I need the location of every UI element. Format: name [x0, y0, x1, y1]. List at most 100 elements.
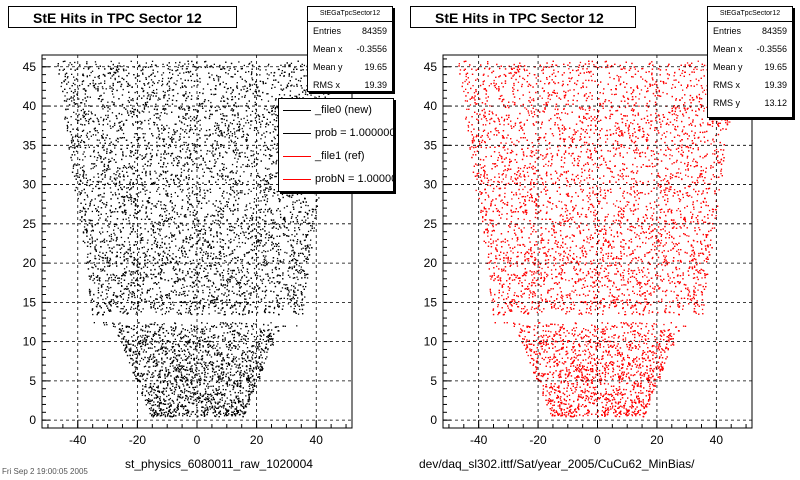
hit-point [243, 234, 245, 236]
hit-point [262, 219, 264, 221]
hit-point [182, 301, 184, 304]
hit-point [141, 182, 143, 184]
hit-point [226, 385, 229, 387]
hit-point [244, 313, 246, 315]
hit-point [176, 409, 178, 411]
hit-point [163, 157, 165, 159]
hit-point [140, 123, 142, 125]
hit-point [116, 130, 118, 132]
hit-point [222, 385, 224, 387]
hit-point [297, 259, 299, 262]
hit-point [142, 237, 144, 239]
hit-point [132, 303, 135, 306]
hit-point [267, 65, 269, 67]
hit-point [219, 210, 221, 212]
hit-point [234, 383, 237, 385]
hit-point [193, 147, 196, 149]
hit-point [148, 201, 151, 204]
hit-point [300, 65, 302, 67]
hit-point [143, 95, 145, 97]
hit-point [225, 105, 227, 107]
hit-point [268, 188, 270, 190]
hit-point [251, 77, 253, 79]
hit-point [144, 330, 146, 332]
hit-point [198, 396, 200, 398]
hit-point [259, 328, 261, 330]
hit-point [171, 399, 173, 402]
hit-point [176, 334, 179, 337]
hit-point [301, 298, 304, 300]
hit-point [138, 350, 141, 353]
hit-point [71, 159, 73, 161]
hit-point [173, 378, 176, 380]
hit-point [102, 133, 104, 135]
hit-point [206, 153, 208, 155]
hit-point [255, 360, 257, 362]
hit-point [84, 213, 86, 215]
hit-point [199, 237, 201, 239]
hit-point [159, 415, 161, 417]
hit-point [72, 146, 74, 149]
hit-point [155, 243, 158, 245]
hit-point [298, 272, 300, 274]
hit-point [185, 379, 187, 382]
hit-point [155, 394, 157, 396]
hit-point [165, 108, 167, 110]
hit-point [244, 209, 246, 211]
hit-point [161, 304, 163, 306]
hit-point [126, 187, 128, 189]
hit-point [141, 392, 143, 394]
hit-point [66, 127, 69, 130]
hit-point [205, 376, 208, 378]
hit-point [204, 276, 206, 278]
hit-point [192, 211, 194, 214]
hit-point [222, 213, 224, 216]
hit-point [143, 108, 146, 110]
hit-point [161, 366, 163, 368]
hit-point [203, 220, 205, 222]
hit-point [230, 225, 233, 227]
hit-point [212, 133, 214, 135]
hit-point [291, 284, 293, 287]
hit-point [261, 282, 264, 285]
hit-point [147, 200, 149, 202]
hit-point [228, 327, 230, 329]
hit-point [170, 218, 172, 221]
hit-point [90, 168, 92, 170]
hit-point [254, 165, 256, 167]
hit-point [256, 275, 259, 277]
hit-point [129, 244, 131, 246]
hit-point [201, 298, 204, 300]
hit-point [112, 302, 115, 304]
hit-point [317, 91, 319, 94]
hit-point [162, 208, 165, 210]
hit-point [93, 322, 95, 324]
hit-point [74, 147, 76, 149]
hit-point [276, 151, 278, 154]
hit-point [169, 145, 172, 148]
hit-point [128, 270, 130, 272]
hit-point [197, 291, 199, 293]
hit-point [144, 186, 146, 188]
hit-point [159, 410, 161, 412]
hit-point [241, 271, 243, 273]
hit-point [287, 240, 289, 243]
hit-point [186, 156, 189, 158]
hit-point [274, 126, 276, 128]
hit-point [172, 73, 174, 75]
hit-point [154, 350, 157, 352]
hit-point [291, 253, 293, 256]
hit-point [131, 111, 134, 113]
hit-point [153, 183, 155, 185]
hit-point [120, 137, 123, 139]
hit-point [109, 152, 111, 154]
hit-point [200, 103, 203, 105]
hit-point [188, 130, 191, 133]
hit-point [110, 286, 112, 289]
hit-point [306, 277, 309, 279]
hit-point [94, 246, 96, 248]
hit-point [248, 263, 250, 265]
hit-point [178, 216, 180, 218]
hit-point [147, 259, 149, 261]
hit-point [202, 289, 204, 292]
